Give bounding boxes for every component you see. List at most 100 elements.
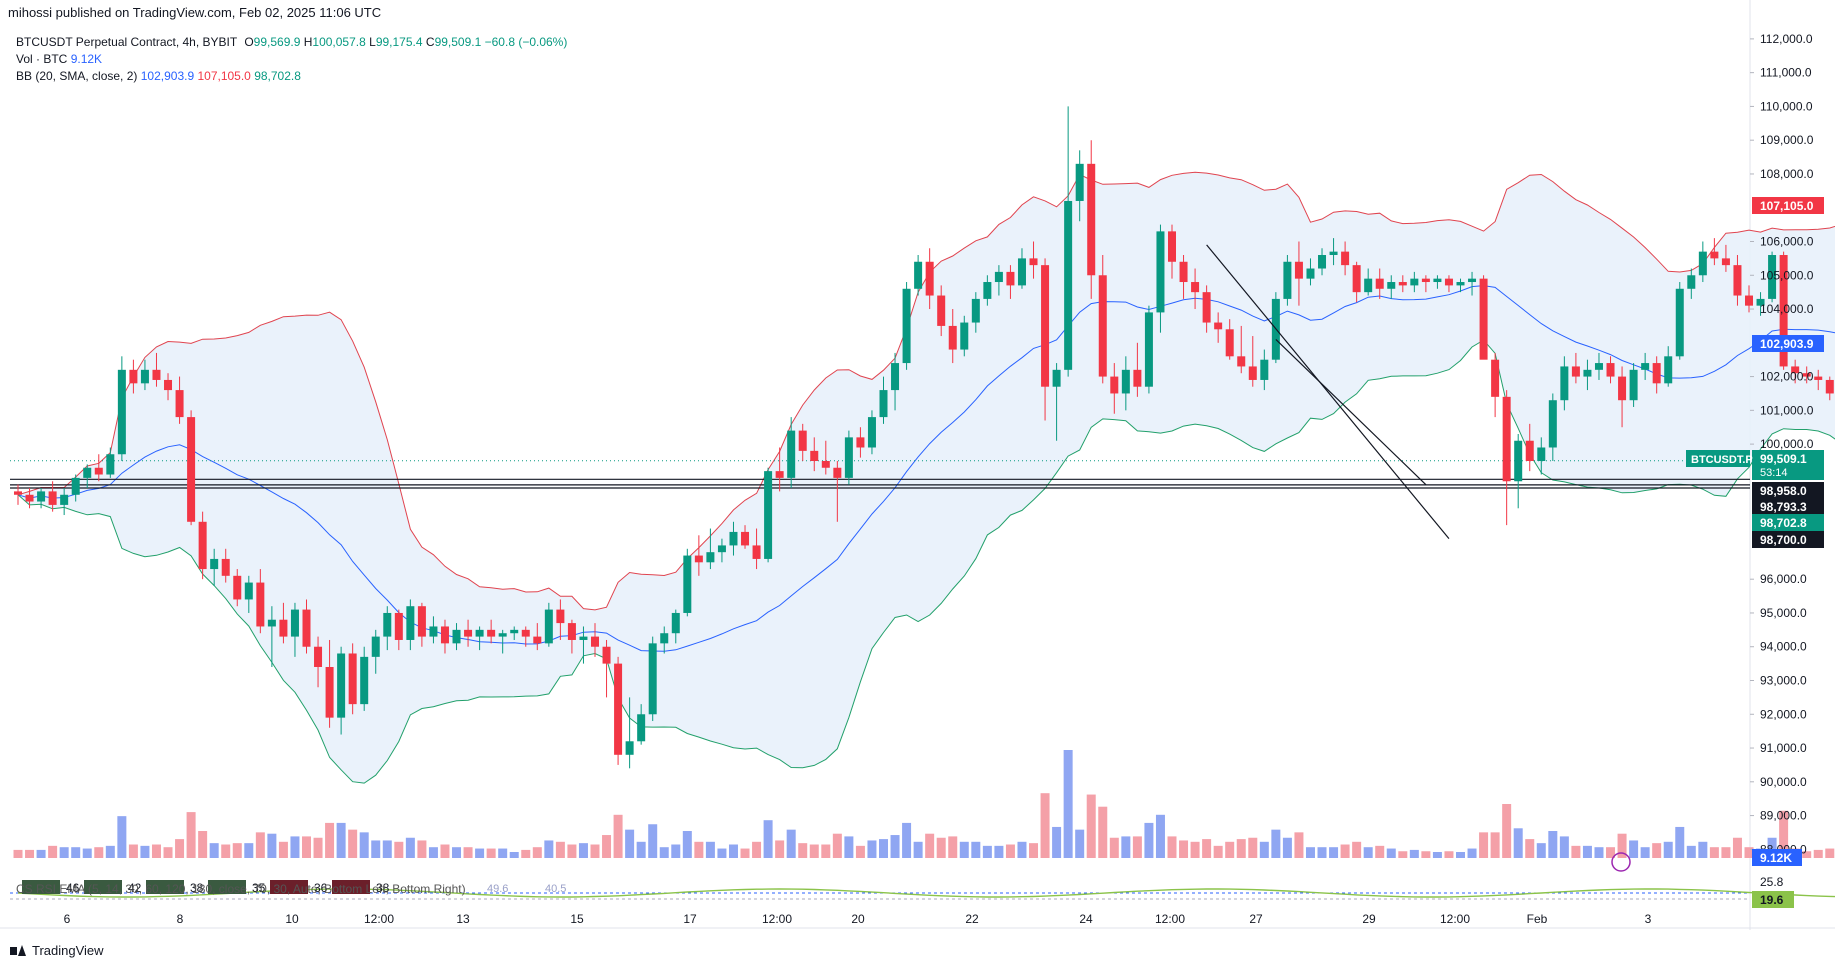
candle-body — [383, 612, 392, 637]
volume-bar — [440, 844, 450, 858]
price-tick-label: 102,000.0 — [1760, 370, 1814, 384]
volume-bar — [1421, 851, 1431, 858]
volume-bar — [936, 837, 946, 858]
volume-bar — [1121, 836, 1131, 858]
rsi-inline-value: 40.5 — [545, 883, 566, 895]
legend-symbol-row: BTCUSDT Perpetual Contract, 4h, BYBIT O9… — [16, 34, 567, 51]
candle-body — [1814, 376, 1823, 380]
candle-body — [741, 531, 750, 546]
volume-bar — [1513, 828, 1523, 858]
candle-body — [1733, 265, 1742, 296]
candle-body — [879, 390, 888, 418]
volume-bar — [740, 848, 750, 858]
candle-body — [152, 369, 161, 380]
time-tick-label: 15 — [570, 912, 584, 926]
candle-body — [1675, 288, 1684, 357]
volume-bar — [1167, 836, 1177, 858]
candle-body — [1375, 278, 1384, 289]
time-tick-label: 29 — [1362, 912, 1376, 926]
horizontal-levels[interactable] — [10, 460, 1750, 489]
trendlines[interactable] — [1206, 244, 1450, 540]
candle-body — [1087, 163, 1096, 276]
volume-badge-label: 9.12K — [1760, 851, 1792, 865]
candle-body — [1721, 258, 1730, 266]
time-axis: 6 8 10 12:00 13 15 17 12:00 20 22 24 12:00 27 29 12:00… — [64, 912, 1652, 926]
volume-bar — [555, 841, 565, 858]
candle-body — [1825, 379, 1834, 394]
volume-bar — [48, 845, 58, 858]
candle-body — [1006, 271, 1015, 286]
volume-bar — [1398, 851, 1408, 858]
footer-brand: TradingView — [10, 943, 104, 958]
volume-bar — [313, 837, 323, 858]
volume-bar — [1190, 841, 1200, 858]
volume-bar — [1571, 845, 1581, 858]
legend-volume-row: Vol · BTC 9.12K — [16, 51, 567, 68]
footer-brand-text: TradingView — [32, 943, 104, 958]
candle-body — [833, 467, 842, 478]
volume-bar — [1317, 847, 1327, 858]
candle-body — [360, 656, 369, 705]
candle-body — [1410, 278, 1419, 286]
volume-bar — [117, 816, 127, 858]
candle-body — [1779, 255, 1788, 367]
rsi-line — [17, 888, 1835, 898]
volume-bar — [728, 844, 738, 858]
volume-bar — [1652, 843, 1662, 858]
candle-body — [983, 282, 992, 299]
legend-open: 99,569.9 — [253, 35, 301, 49]
legend-symbol: BTCUSDT Perpetual Contract, 4h, BYBIT — [16, 35, 237, 49]
price-badge-label: 98,958.0 — [1760, 484, 1807, 498]
volume-bar — [13, 849, 23, 858]
candle-body — [821, 461, 830, 468]
rsi-badge-label: 25.8 — [1760, 875, 1784, 889]
volume-bar — [636, 841, 646, 858]
candle-body — [648, 643, 657, 715]
volume-bar — [1098, 806, 1108, 858]
volume-bar — [1582, 845, 1592, 858]
legend-bb-row: BB (20, SMA, close, 2) 102,903.9 107,105… — [16, 68, 567, 85]
volume-bars — [13, 750, 1835, 858]
candle-body — [1237, 356, 1246, 367]
candle-body — [325, 666, 334, 718]
volume-bar — [105, 845, 115, 858]
volume-bar — [267, 833, 277, 858]
volume-bar — [1698, 841, 1708, 858]
candle-body — [14, 491, 22, 495]
volume-bar — [763, 820, 773, 858]
price-badge — [1752, 197, 1824, 214]
volume-bar — [613, 814, 623, 858]
price-badge-label: 107,105.0 — [1760, 199, 1814, 213]
candle-body — [1341, 251, 1350, 266]
candle-body — [1756, 298, 1765, 306]
candle-body — [1098, 275, 1107, 377]
candle-body — [1594, 363, 1603, 370]
volume-bar — [151, 844, 161, 858]
candle-body — [902, 288, 911, 364]
volume-bar — [1005, 844, 1015, 858]
volume-bar — [705, 841, 715, 858]
rsi-tag-value: 42 — [128, 881, 142, 895]
price-tick-label: 108,000.0 — [1760, 167, 1814, 181]
volume-bar — [1294, 832, 1304, 858]
volume-bar — [1444, 851, 1454, 858]
candle-body — [1075, 163, 1084, 201]
candle-body — [279, 619, 288, 637]
rsi-tag-box — [146, 880, 184, 894]
candle-body — [579, 636, 588, 640]
price-badge — [1752, 450, 1824, 480]
candle-body — [1352, 265, 1361, 293]
volume-bar — [1259, 841, 1269, 858]
volume-bar — [1109, 837, 1119, 858]
volume-bar — [1525, 839, 1535, 858]
candle-body — [960, 322, 969, 350]
candle-body — [348, 653, 357, 705]
price-badge — [1752, 335, 1824, 352]
time-tick-label: 12:00 — [1440, 912, 1470, 926]
volume-bar — [1409, 849, 1419, 858]
price-badge-label: 99,509.1 — [1760, 452, 1807, 466]
rsi-tag-box — [208, 880, 246, 894]
legend-bb-upper: 107,105.0 — [197, 69, 251, 83]
candle-body — [371, 636, 380, 657]
